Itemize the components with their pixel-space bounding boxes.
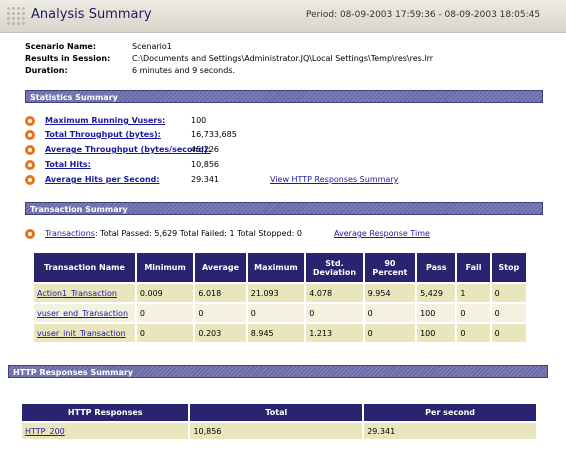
http-200-link[interactable]: HTTP_200 xyxy=(25,426,65,436)
col-average: Average xyxy=(195,253,246,282)
col-90-percent: 90 Percent xyxy=(364,253,416,282)
bullet-icon xyxy=(25,130,35,140)
stat-value: 100 xyxy=(191,116,207,125)
transaction-table: Transaction Name Minimum Average Maximum… xyxy=(32,251,528,344)
stat-value: 16,733,685 xyxy=(191,130,237,139)
table-cell: 0 xyxy=(247,304,305,322)
transaction-name-link[interactable]: vuser_end_Transaction xyxy=(37,308,129,318)
table-cell: 0 xyxy=(136,324,194,342)
page-title: Analysis Summary xyxy=(31,7,152,22)
col-transaction-name: Transaction Name xyxy=(34,253,135,282)
table-cell: 5,429 xyxy=(417,284,456,302)
table-cell: 0 xyxy=(491,304,526,322)
table-cell: 1 xyxy=(457,284,490,302)
stat-value: 10,856 xyxy=(191,160,219,169)
table-cell: 0 xyxy=(306,304,363,322)
period-text: Period: 08-09-2003 17:59:36 - 08-09-2003… xyxy=(306,10,541,20)
statistics-summary-bar: Statistics Summary xyxy=(25,90,543,103)
http-responses-summary-bar: HTTP Responses Summary xyxy=(8,365,548,378)
header-dots-icon xyxy=(6,6,26,26)
table-cell: 0.009 xyxy=(136,284,194,302)
transaction-name-link[interactable]: Action1_Transaction xyxy=(37,288,117,298)
info-value: Scenario1 xyxy=(132,42,172,51)
col-std-deviation: Std. Deviation xyxy=(306,253,363,282)
table-cell: vuser_end_Transaction xyxy=(34,304,135,322)
table-header-row: Transaction Name Minimum Average Maximum… xyxy=(34,253,526,282)
table-cell: 29.341 xyxy=(364,423,536,439)
info-value: C:\Documents and Settings\Administrator.… xyxy=(132,54,434,63)
transaction-name-link[interactable]: vuser_init_Transaction xyxy=(37,328,126,338)
table-cell: HTTP_200 xyxy=(22,423,189,439)
bullet-icon xyxy=(25,160,35,170)
table-cell: 0 xyxy=(364,324,416,342)
view-http-summary-link[interactable]: View HTTP Responses Summary xyxy=(270,175,399,184)
table-header-row: HTTP Responses Total Per second xyxy=(22,404,536,421)
table-cell: Action1_Transaction xyxy=(34,284,135,302)
bullet-icon xyxy=(25,145,35,155)
info-label: Scenario Name: xyxy=(25,42,97,51)
bullet-icon xyxy=(25,229,35,239)
table-cell: 0 xyxy=(491,324,526,342)
table-cell: 4.078 xyxy=(306,284,363,302)
table-row: HTTP_200 10,856 29.341 xyxy=(22,423,536,439)
transactions-line: Transactions: Total Passed: 5,629 Total … xyxy=(45,229,302,238)
report-header: Analysis Summary Period: 08-09-2003 17:5… xyxy=(0,0,566,33)
table-cell: 9.954 xyxy=(364,284,416,302)
avg-throughput-link[interactable]: Average Throughput (bytes/second): xyxy=(45,145,211,154)
table-cell: 21.093 xyxy=(247,284,305,302)
col-fail: Fail xyxy=(457,253,490,282)
table-cell: 8.945 xyxy=(247,324,305,342)
col-stop: Stop xyxy=(491,253,526,282)
total-throughput-link[interactable]: Total Throughput (bytes): xyxy=(45,130,161,139)
total-hits-link[interactable]: Total Hits: xyxy=(45,160,91,169)
table-cell: 0 xyxy=(457,304,490,322)
table-cell: 10,856 xyxy=(190,423,363,439)
col-http-responses: HTTP Responses xyxy=(22,404,189,421)
table-cell: 0 xyxy=(195,304,246,322)
table-row: vuser_end_Transaction 0 0 0 0 0 100 0 0 xyxy=(34,304,526,322)
table-cell: 100 xyxy=(417,324,456,342)
col-pass: Pass xyxy=(417,253,456,282)
info-value: 6 minutes and 9 seconds. xyxy=(132,66,236,75)
col-total: Total xyxy=(190,404,363,421)
col-maximum: Maximum xyxy=(247,253,305,282)
info-label: Duration: xyxy=(25,66,68,75)
table-cell: 0.203 xyxy=(195,324,246,342)
stat-value: 45,226 xyxy=(191,145,219,154)
bullet-icon xyxy=(25,116,35,126)
avg-hits-link[interactable]: Average Hits per Second: xyxy=(45,175,160,184)
table-cell: 100 xyxy=(417,304,456,322)
transactions-totals: : Total Passed: 5,629 Total Failed: 1 To… xyxy=(94,229,302,238)
table-cell: 0 xyxy=(457,324,490,342)
info-label: Results in Session: xyxy=(25,54,111,63)
stat-value: 29.341 xyxy=(191,175,219,184)
max-vusers-link[interactable]: Maximum Running Vusers: xyxy=(45,116,166,125)
table-cell: vuser_init_Transaction xyxy=(34,324,135,342)
table-cell: 0 xyxy=(364,304,416,322)
table-cell: 0 xyxy=(136,304,194,322)
col-minimum: Minimum xyxy=(136,253,194,282)
table-cell: 0 xyxy=(491,284,526,302)
table-cell: 6.018 xyxy=(195,284,246,302)
table-row: vuser_init_Transaction 0 0.203 8.945 1.2… xyxy=(34,324,526,342)
average-response-time-link[interactable]: Average Response Time xyxy=(334,229,430,238)
table-cell: 1.213 xyxy=(306,324,363,342)
transaction-summary-bar: Transaction Summary xyxy=(25,202,543,215)
bullet-icon xyxy=(25,175,35,185)
table-row: Action1_Transaction 0.009 6.018 21.093 4… xyxy=(34,284,526,302)
col-per-second: Per second xyxy=(364,404,536,421)
http-responses-table: HTTP Responses Total Per second HTTP_200… xyxy=(20,402,538,441)
transactions-link[interactable]: Transactions xyxy=(45,229,95,238)
